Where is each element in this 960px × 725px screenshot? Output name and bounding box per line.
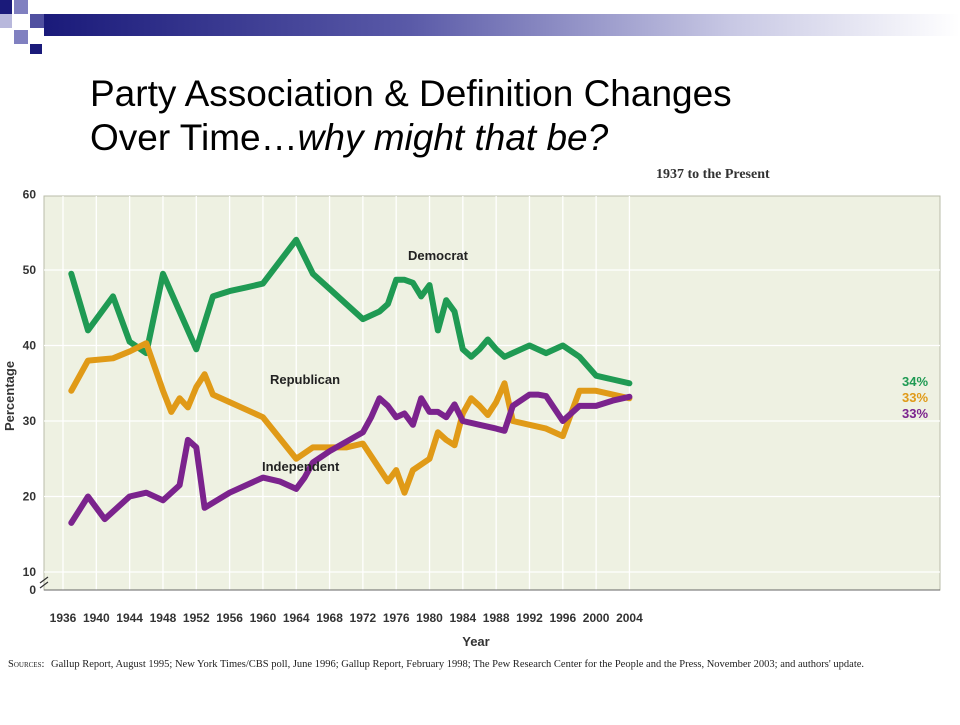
x-tick-label: 2000 bbox=[583, 611, 610, 625]
axis-break-mark bbox=[39, 576, 49, 589]
x-tick-label: 1996 bbox=[549, 611, 576, 625]
x-tick-label: 1956 bbox=[216, 611, 243, 625]
x-tick-label: 1984 bbox=[449, 611, 476, 625]
x-tick-label: 1936 bbox=[50, 611, 77, 625]
x-tick-label: 1976 bbox=[383, 611, 410, 625]
y-tick-label: 30 bbox=[23, 414, 37, 428]
chart-subtitle: 1937 to the Present bbox=[656, 167, 770, 182]
slide-title-question: why might that be? bbox=[297, 117, 609, 158]
y-tick-label: 60 bbox=[23, 188, 37, 202]
series-label-democrat: Democrat bbox=[408, 248, 469, 263]
x-tick-label: 1940 bbox=[83, 611, 110, 625]
decor-square bbox=[0, 0, 12, 14]
x-tick-label: 1992 bbox=[516, 611, 543, 625]
plot-area bbox=[43, 195, 941, 591]
decor-square bbox=[30, 44, 42, 54]
y-tick-label: 40 bbox=[23, 339, 37, 353]
x-tick-label: 2004 bbox=[616, 611, 643, 625]
slide-title-line2: Over Time… bbox=[90, 117, 298, 158]
x-tick-label: 1964 bbox=[283, 611, 310, 625]
series-label-independent: Independent bbox=[262, 459, 340, 474]
x-tick-label: 1948 bbox=[150, 611, 177, 625]
decor-square bbox=[14, 30, 28, 44]
y-tick-label: 10 bbox=[23, 565, 37, 579]
x-tick-label: 1968 bbox=[316, 611, 343, 625]
series-label-republican: Republican bbox=[270, 372, 340, 387]
series-end-label-independent: 33% bbox=[902, 406, 928, 421]
x-tick-label: 1988 bbox=[483, 611, 510, 625]
series-end-label-democrat: 34% bbox=[902, 374, 928, 389]
series-line-independent bbox=[68, 391, 633, 526]
decor-square bbox=[14, 0, 28, 14]
series-line-republican bbox=[68, 340, 633, 496]
sources-text: Gallup Report, August 1995; New York Tim… bbox=[51, 659, 864, 670]
sources-label: Sources: bbox=[8, 659, 44, 670]
x-tick-label: 1980 bbox=[416, 611, 443, 625]
header-gradient-bar bbox=[44, 14, 960, 36]
slide-title: Party Association & Definition Changes O… bbox=[90, 72, 732, 160]
x-tick-label: 1960 bbox=[250, 611, 277, 625]
party-identification-chart: 1936 1940 1944 1948 1952 1956 1960 1964 1968 1972… bbox=[2, 167, 941, 670]
x-axis-title: Year bbox=[462, 634, 489, 649]
decor-square bbox=[30, 14, 44, 28]
x-tick-label: 1944 bbox=[116, 611, 143, 625]
chart-container: 1936 1940 1944 1948 1952 1956 1960 1964 1968 1972… bbox=[0, 158, 960, 720]
y-tick-label: 0 bbox=[29, 583, 36, 597]
x-tick-label: 1952 bbox=[183, 611, 210, 625]
x-tick-label: 1972 bbox=[350, 611, 377, 625]
decor-square bbox=[0, 14, 12, 28]
y-tick-label: 50 bbox=[23, 263, 37, 277]
y-axis-title: Percentage bbox=[2, 361, 17, 431]
chart-sources: Sources: Gallup Report, August 1995; New… bbox=[8, 659, 864, 670]
series-line-democrat bbox=[68, 236, 633, 387]
series-end-label-republican: 33% bbox=[902, 390, 928, 405]
y-tick-label: 20 bbox=[23, 490, 37, 504]
slide-title-line1: Party Association & Definition Changes bbox=[90, 73, 732, 114]
